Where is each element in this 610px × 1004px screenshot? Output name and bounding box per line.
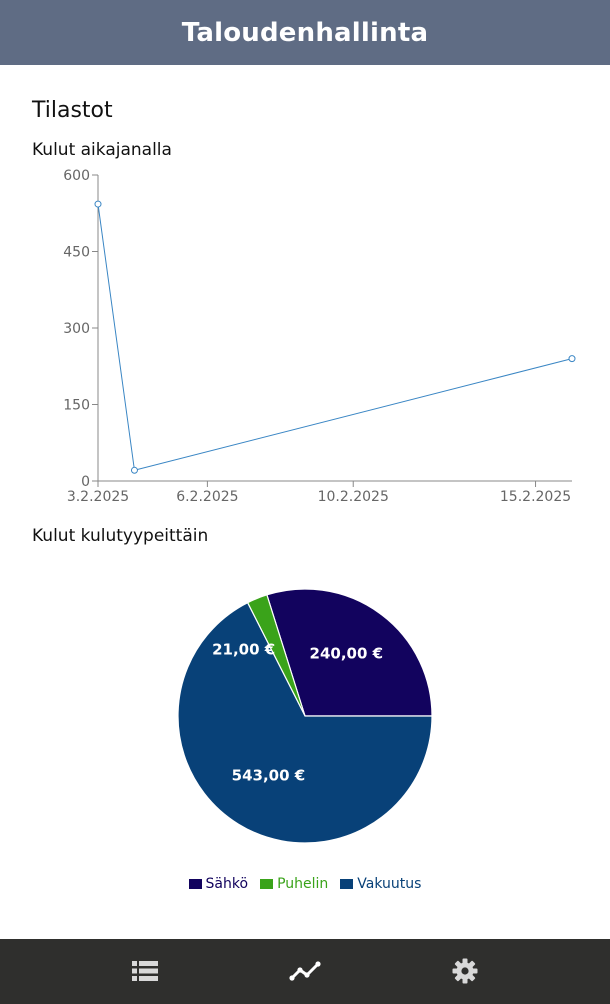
app-title: Taloudenhallinta <box>181 17 429 48</box>
page-title: Tilastot <box>32 98 113 123</box>
legend-swatch <box>188 879 202 889</box>
nav-list-button[interactable] <box>125 951 165 991</box>
data-point[interactable] <box>130 466 138 474</box>
series-line <box>97 204 573 471</box>
pie-slice-label: 21,00 € <box>212 640 275 658</box>
pie-slice-label: 240,00 € <box>310 645 384 663</box>
y-tick-label: 300 <box>63 321 90 337</box>
data-point[interactable] <box>94 200 102 208</box>
legend-swatch <box>340 879 354 889</box>
list-icon <box>132 961 158 981</box>
chart-line-icon <box>289 961 321 981</box>
expense-type-pie-chart: 240,00 € 21,00 € 543,00 € <box>177 588 433 844</box>
pie-slice[interactable] <box>177 601 433 844</box>
nav-settings-button[interactable] <box>445 951 485 991</box>
pie-slice-label: 543,00 € <box>232 767 306 785</box>
y-tick-label: 0 <box>81 474 90 490</box>
legend-item[interactable]: Sähkö <box>188 876 249 892</box>
nav-statistics-button[interactable] <box>285 951 325 991</box>
bottom-navigation <box>0 939 610 1004</box>
x-tick-label: 6.2.2025 <box>176 489 238 505</box>
legend-item[interactable]: Puhelin <box>260 876 328 892</box>
x-tick-label: 10.2.2025 <box>318 489 389 505</box>
x-tick-label: 3.2.2025 <box>67 489 129 505</box>
timeline-chart-title: Kulut aikajanalla <box>32 140 172 160</box>
legend-label: Sähkö <box>205 876 249 892</box>
gear-icon <box>452 958 478 984</box>
legend-label: Vakuutus <box>357 876 422 892</box>
pie-slice[interactable] <box>266 588 433 717</box>
legend-label: Puhelin <box>277 876 329 892</box>
timeline-line-chart: 0 150 300 450 600 3.2.2025 6.2.2025 10.2.2025 15… <box>63 168 576 505</box>
pie-legend: Sähkö Puhelin Vakuutus <box>0 876 610 892</box>
x-tick-label: 15.2.2025 <box>500 489 571 505</box>
app-header: Taloudenhallinta <box>0 0 610 65</box>
y-tick-label: 600 <box>63 168 90 184</box>
y-tick-label: 150 <box>63 398 90 414</box>
legend-swatch <box>260 879 274 889</box>
type-chart-title: Kulut kulutyypeittäin <box>32 526 209 546</box>
y-tick-label: 450 <box>63 245 90 261</box>
legend-item[interactable]: Vakuutus <box>340 876 421 892</box>
data-point[interactable] <box>568 355 576 363</box>
